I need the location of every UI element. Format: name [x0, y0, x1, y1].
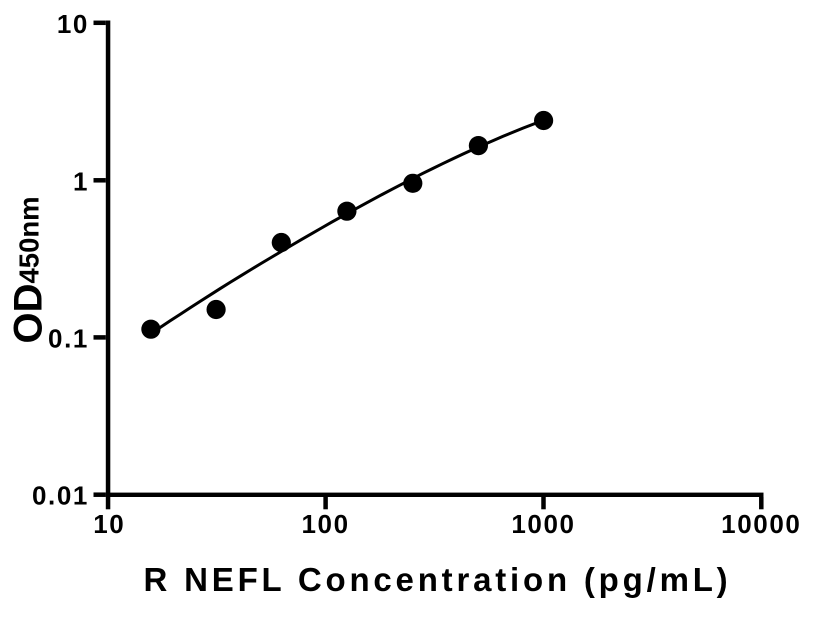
svg-text:10: 10 [93, 509, 125, 539]
svg-text:10: 10 [57, 9, 89, 39]
svg-text:1000: 1000 [511, 509, 575, 539]
svg-text:1: 1 [73, 166, 89, 196]
svg-text:10000: 10000 [721, 509, 801, 539]
svg-text:R NEFL Concentration (pg/mL): R NEFL Concentration (pg/mL) [144, 561, 732, 598]
svg-text:100: 100 [302, 509, 350, 539]
svg-text:0.01: 0.01 [32, 481, 89, 511]
svg-text:OD450nm: OD450nm [6, 196, 50, 343]
svg-text:0.1: 0.1 [48, 323, 89, 353]
